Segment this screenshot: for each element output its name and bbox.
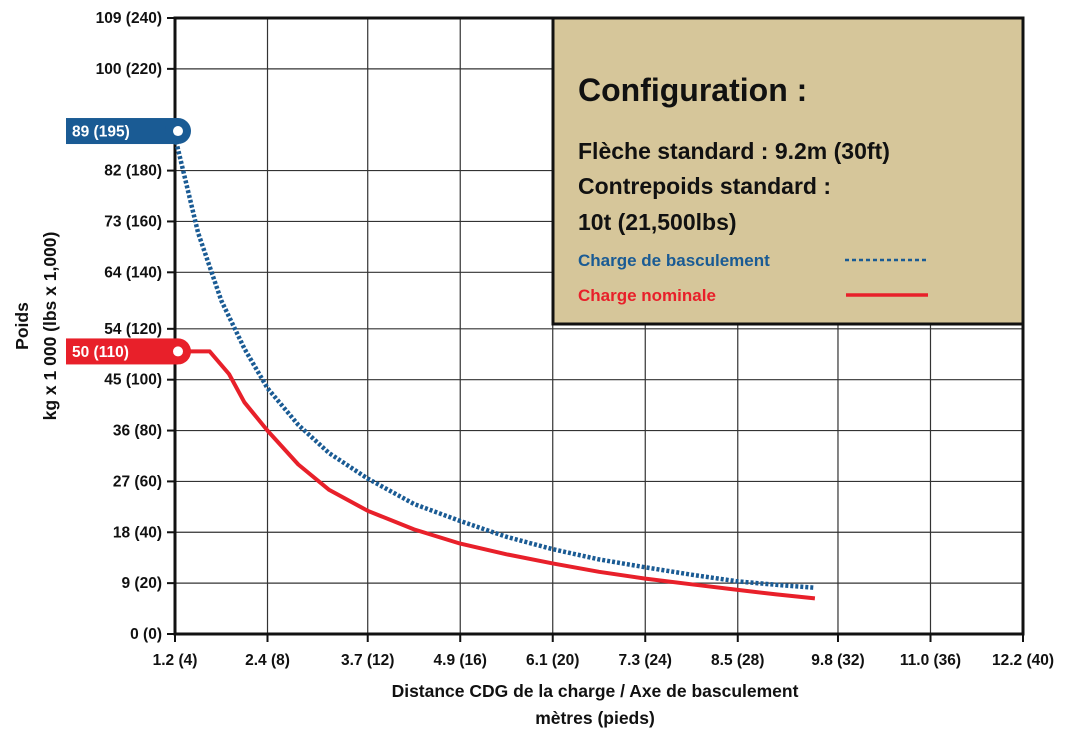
y-tick-label: 82 (180) bbox=[104, 163, 162, 180]
info-box: Configuration : Flèche standard : 9.2m (… bbox=[551, 16, 1025, 326]
y-tick-label: 45 (100) bbox=[104, 372, 162, 389]
x-tick-label: 6.1 (20) bbox=[526, 652, 579, 669]
series-line-tipping-load bbox=[172, 136, 816, 590]
x-tick-label: 1.2 (4) bbox=[153, 652, 198, 669]
y-tick-label: 54 (120) bbox=[104, 321, 162, 338]
y-tick-label: 0 (0) bbox=[130, 626, 162, 643]
legend-label-tipping-load: Charge de basculement bbox=[578, 251, 770, 270]
x-axis-ticks: 1.2 (4) 2.4 (8) 3.7 (12) 4.9 (16) 6.1 (20) 7.… bbox=[153, 634, 1054, 669]
info-box-title: Configuration : bbox=[578, 72, 807, 108]
x-axis-title-units: mètres (pieds) bbox=[535, 708, 655, 728]
series-line-rated-load bbox=[175, 349, 816, 601]
x-tick-label: 2.4 (8) bbox=[245, 652, 290, 669]
y-tick-label: 109 (240) bbox=[96, 10, 162, 27]
x-tick-label: 12.2 (40) bbox=[992, 652, 1054, 669]
y-axis-title: Poids kg x 1 000 (lbs x 1,000) bbox=[12, 232, 60, 421]
legend-label-rated-load: Charge nominale bbox=[578, 286, 716, 305]
info-box-background bbox=[551, 16, 1025, 326]
marker-dot bbox=[173, 346, 183, 357]
marker-dot bbox=[173, 126, 183, 137]
y-tick-label: 9 (20) bbox=[122, 575, 163, 592]
y-axis-title-units: kg x 1 000 (lbs x 1,000) bbox=[40, 232, 60, 421]
x-tick-label: 7.3 (24) bbox=[619, 652, 672, 669]
info-box-line-counterweight-value: 10t (21,500lbs) bbox=[578, 209, 737, 235]
y-tick-label: 64 (140) bbox=[104, 264, 162, 281]
series-layer bbox=[172, 136, 816, 601]
value-markers: 89 (195) 50 (110) bbox=[66, 118, 191, 365]
y-tick-label: 27 (60) bbox=[113, 473, 162, 490]
info-box-line-counterweight: Contrepoids standard : bbox=[578, 173, 831, 199]
y-tick-label: 100 (220) bbox=[96, 61, 162, 78]
x-tick-label: 8.5 (28) bbox=[711, 652, 764, 669]
info-box-line-boom: Flèche standard : 9.2m (30ft) bbox=[578, 138, 890, 164]
x-axis-title-main: Distance CDG de la charge / Axe de bascu… bbox=[392, 681, 799, 701]
x-tick-label: 3.7 (12) bbox=[341, 652, 394, 669]
marker-tag bbox=[66, 338, 178, 365]
y-tick-label: 36 (80) bbox=[113, 423, 162, 440]
x-tick-label: 9.8 (32) bbox=[811, 652, 864, 669]
y-tick-label: 18 (40) bbox=[113, 524, 162, 541]
marker-rated-load: 50 (110) bbox=[66, 338, 191, 365]
x-tick-label: 11.0 (36) bbox=[900, 652, 961, 669]
marker-tipping-load: 89 (195) bbox=[66, 118, 191, 145]
y-axis-title-main: Poids bbox=[12, 302, 32, 350]
x-tick-label: 4.9 (16) bbox=[434, 652, 487, 669]
marker-tag bbox=[66, 118, 178, 145]
y-tick-label: 73 (160) bbox=[104, 213, 162, 230]
marker-label: 89 (195) bbox=[72, 124, 130, 141]
y-axis-ticks: 0 (0) 9 (20) 18 (40) 27 (60) 36 (80) 45 (100)… bbox=[96, 10, 175, 643]
marker-label: 50 (110) bbox=[72, 344, 129, 361]
